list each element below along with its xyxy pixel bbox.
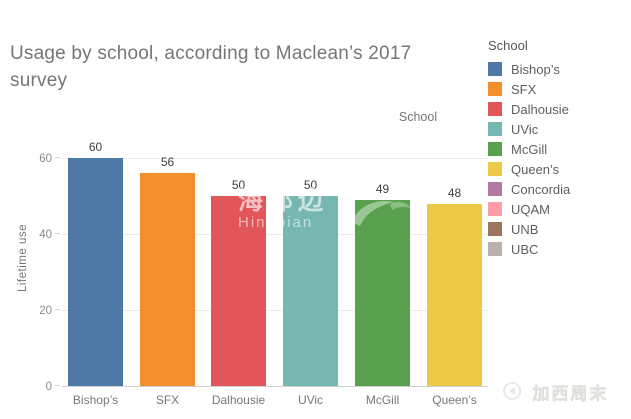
legend-swatch-icon (488, 242, 502, 256)
legend-item-UBC: UBC (488, 239, 628, 259)
legend-item-Bishop’s: Bishop’s (488, 59, 628, 79)
legend: School Bishop’s SFX Dalhousie UVic McGill Que… (488, 38, 628, 259)
x-category-label-Queen’s: Queen’s (432, 393, 477, 407)
legend-item-Dalhousie: Dalhousie (488, 99, 628, 119)
bar-value-Queen’s: 48 (447, 185, 462, 200)
legend-swatch-icon (488, 82, 502, 96)
y-tick-mark-40 (55, 233, 60, 234)
legend-item-Queen’s: Queen’s (488, 159, 628, 179)
x-category-label-Dalhousie: Dalhousie (211, 393, 266, 407)
legend-item-UQAM: UQAM (488, 199, 628, 219)
legend-item-label: UNB (511, 221, 539, 237)
bar-McGill (355, 199, 410, 386)
plot-area: 0 20 40 60 60 Bishop’s 56 SFX 50 Dalhousie 50 UVic 4… (39, 140, 488, 407)
legend-item-UVic: UVic (488, 119, 628, 139)
chart-title: Usage by school, according to Maclean’s … (10, 43, 412, 91)
legend-item-label: Dalhousie (511, 101, 569, 117)
bar-Dalhousie (211, 196, 266, 386)
y-tick-mark-0 (55, 385, 60, 386)
bar-value-UVic: 50 (303, 178, 318, 192)
bar-value-SFX: 56 (160, 155, 175, 170)
bar-Bishop’s (68, 158, 123, 386)
x-category-label-UVic: UVic (297, 393, 324, 407)
legend-item-label: McGill (511, 141, 548, 157)
legend-swatch-icon (488, 102, 502, 116)
legend-swatch-icon (488, 222, 502, 236)
legend-item-McGill: McGill (488, 139, 628, 159)
legend-item-UNB: UNB (488, 219, 628, 239)
legend-swatch-icon (488, 202, 502, 216)
legend-item-label: UVic (511, 121, 539, 137)
bar-value-Bishop’s: 60 (88, 140, 103, 154)
column-field-label: School (398, 110, 438, 124)
legend-swatch-icon (488, 162, 502, 176)
legend-item-label: UQAM (511, 201, 550, 217)
legend-item-label: Concordia (511, 181, 571, 197)
y-tick-label-40: 40 (39, 229, 52, 241)
jiaxi-weekend-label: 加西周末 (532, 383, 608, 403)
legend-title: School (488, 38, 528, 53)
y-tick-mark-60 (55, 157, 60, 158)
legend-item-Concordia: Concordia (488, 179, 628, 199)
gridline-40 (62, 234, 488, 235)
y-tick-label-0: 0 (45, 381, 52, 393)
x-category-label-Bishop’s: Bishop’s (72, 393, 119, 407)
legend-swatch-icon (488, 122, 502, 136)
bar-SFX (140, 173, 195, 386)
legend-item-label: UBC (511, 241, 539, 257)
bar-value-Dalhousie: 50 (231, 178, 246, 192)
legend-item-SFX: SFX (488, 79, 628, 99)
y-tick-label-60: 60 (39, 153, 52, 165)
x-category-label-McGill: McGill (365, 393, 400, 407)
legend-item-label: SFX (511, 81, 537, 97)
gridline-20 (62, 310, 488, 311)
legend-swatch-icon (488, 62, 502, 76)
legend-items: Bishop’s SFX Dalhousie UVic McGill Queen’s Con… (488, 59, 628, 259)
legend-swatch-icon (488, 142, 502, 156)
jiaxi-weekend-watermark: 加西周末 (500, 378, 608, 404)
legend-swatch-icon (488, 182, 502, 196)
y-tick-mark-20 (55, 309, 60, 310)
legend-item-label: Queen’s (511, 161, 560, 177)
bar-Queen’s (427, 203, 482, 386)
bar-UVic (283, 196, 338, 386)
bar-value-McGill: 49 (375, 181, 390, 196)
legend-item-label: Bishop’s (511, 61, 560, 77)
megaphone-icon (503, 382, 522, 400)
gridline-60 (62, 158, 488, 159)
y-tick-label-20: 20 (39, 305, 52, 317)
x-category-label-SFX: SFX (155, 393, 180, 407)
